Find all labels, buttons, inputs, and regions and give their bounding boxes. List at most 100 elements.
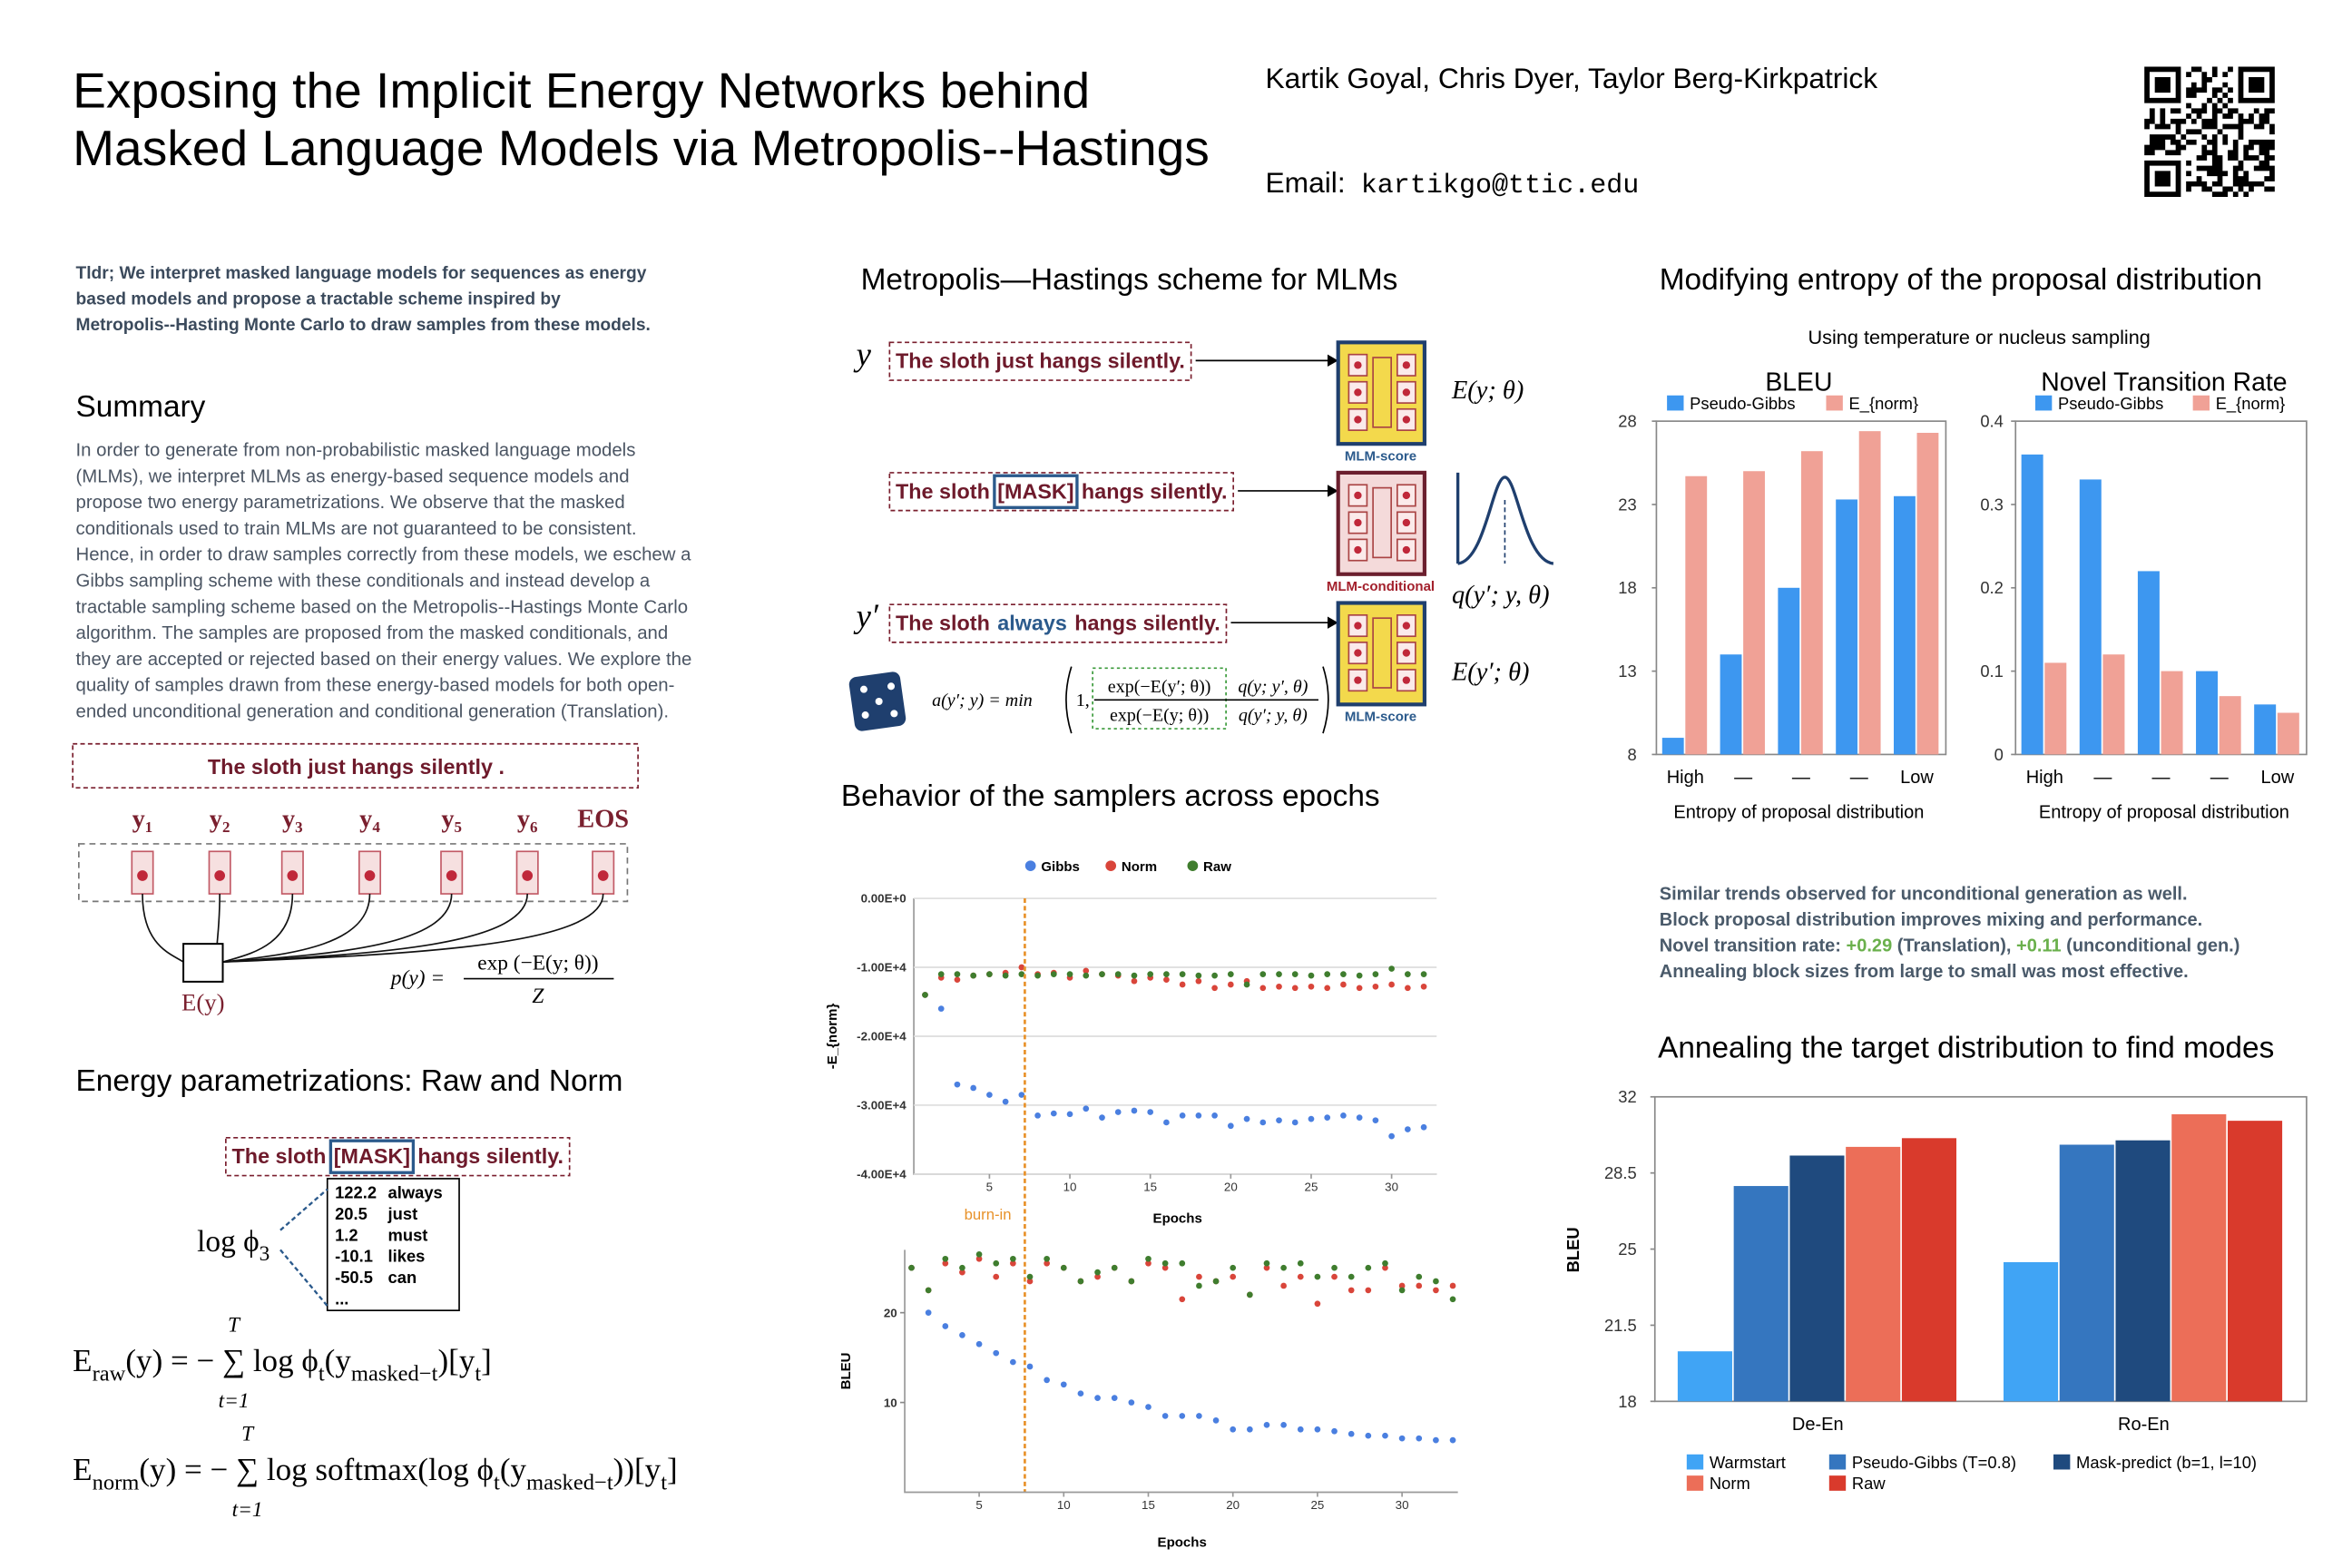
dice-dot — [887, 682, 896, 691]
model-label: MLM-score — [1345, 710, 1416, 725]
summary-text: tractable sampling scheme based on the M… — [76, 597, 689, 617]
point — [1111, 1395, 1118, 1401]
point — [937, 971, 945, 977]
energy-link — [222, 894, 453, 964]
x-tick-label: 5 — [975, 1498, 982, 1512]
point — [954, 1081, 961, 1088]
point — [1083, 967, 1090, 975]
point — [959, 1269, 965, 1276]
x-axis-label: Entropy of proposal distribution — [1673, 803, 1924, 823]
point — [1433, 1436, 1439, 1444]
bar — [2021, 454, 2043, 755]
x-tick-label: 25 — [1305, 1180, 1318, 1193]
model-dot — [1402, 388, 1411, 397]
bar — [2171, 1113, 2227, 1402]
model-dot — [1402, 676, 1411, 684]
dice-dot — [859, 685, 867, 693]
point — [1308, 1115, 1315, 1122]
text-part: t — [661, 1471, 667, 1495]
point — [1340, 971, 1347, 977]
point — [1433, 1278, 1439, 1285]
token-dot — [364, 870, 376, 881]
point — [1044, 1259, 1050, 1267]
sentence-part: The sloth — [896, 612, 990, 635]
annotation-label: burn-in — [965, 1206, 1012, 1223]
sentence-part: The sloth just hangs silently. — [896, 349, 1185, 373]
summary-text: propose two energy parametrizations. We … — [76, 493, 625, 513]
sentence: The sloth just hangs silently . — [208, 755, 505, 779]
acceptance-formula: 1, — [1076, 691, 1090, 710]
model-dot — [1354, 388, 1362, 397]
title: Exposing the Implicit Energy Networks be… — [73, 63, 1090, 119]
energy-node — [182, 943, 224, 983]
point — [1179, 971, 1186, 977]
point — [1099, 971, 1105, 977]
point — [1179, 1112, 1186, 1119]
legend-swatch — [1667, 395, 1684, 411]
point — [1002, 1098, 1009, 1105]
point — [1163, 976, 1170, 984]
text-part: )[y — [437, 1343, 475, 1378]
point — [1018, 964, 1025, 971]
point — [1026, 1278, 1034, 1285]
point — [1163, 1119, 1170, 1126]
x-tick-label: — — [2093, 768, 2112, 788]
candidate: ... — [335, 1289, 348, 1308]
bar — [1677, 1351, 1732, 1402]
model-dot — [1402, 361, 1411, 369]
title: Masked Language Models via Metropolis--H… — [73, 120, 1210, 176]
point — [1398, 1287, 1406, 1294]
bar — [1893, 495, 1916, 755]
x-axis-label: Epochs — [1158, 1535, 1207, 1551]
point — [1131, 1107, 1138, 1114]
energy-link — [142, 894, 184, 963]
point — [1195, 1112, 1202, 1119]
point — [1291, 985, 1298, 992]
arrow-head — [1328, 616, 1338, 629]
point — [1308, 983, 1315, 990]
y-tick-label: 25 — [1618, 1240, 1636, 1259]
x-axis-label: Entropy of proposal distribution — [2039, 803, 2289, 823]
text-part: Novel transition rate: — [1660, 936, 1847, 956]
point — [1331, 1427, 1338, 1435]
point — [1083, 1105, 1090, 1112]
text-part: masked−t — [351, 1361, 438, 1386]
variable: y′ — [853, 597, 879, 634]
sentence-part: The sloth — [896, 479, 990, 503]
point — [1259, 971, 1267, 977]
point — [1044, 1377, 1050, 1384]
acceptance-formula: q(y′; y, θ) — [1239, 706, 1308, 726]
legend-label: E_{norm} — [1849, 394, 1919, 414]
point — [1348, 1273, 1355, 1280]
chart-title: Novel Transition Rate — [2041, 368, 2287, 397]
summary-text: quality of samples drawn from these ener… — [76, 676, 675, 696]
point — [1259, 1119, 1267, 1126]
point — [1382, 1432, 1388, 1439]
y-tick-label: 10 — [884, 1396, 897, 1409]
point — [1050, 971, 1057, 977]
point — [1263, 1264, 1270, 1271]
point — [1066, 1111, 1073, 1118]
x-tick-label: — — [2152, 768, 2171, 788]
y-tick-label: -2.00E+4 — [857, 1030, 906, 1044]
candidate: 122.2 — [335, 1183, 377, 1202]
legend-label: Pseudo-Gibbs (T=0.8) — [1852, 1453, 2016, 1472]
point — [1145, 1255, 1152, 1262]
gaussian — [1455, 472, 1554, 565]
formula: p(y) = — [389, 966, 445, 990]
point — [1388, 1132, 1395, 1140]
bar — [2044, 662, 2067, 755]
text-part: ] — [481, 1343, 492, 1378]
bar — [1778, 587, 1800, 755]
point — [1227, 971, 1234, 977]
legend-label: Warmstart — [1710, 1453, 1786, 1472]
mask-box — [328, 1139, 416, 1174]
bar — [1916, 432, 1939, 755]
tldr: based models and propose a tractable sch… — [76, 290, 562, 309]
point — [922, 992, 928, 998]
model-dot — [1354, 361, 1362, 369]
point — [1230, 1273, 1237, 1280]
text-part: (y) = − ∑ log softmax(log ϕ — [139, 1452, 494, 1487]
bar — [1800, 451, 1823, 755]
